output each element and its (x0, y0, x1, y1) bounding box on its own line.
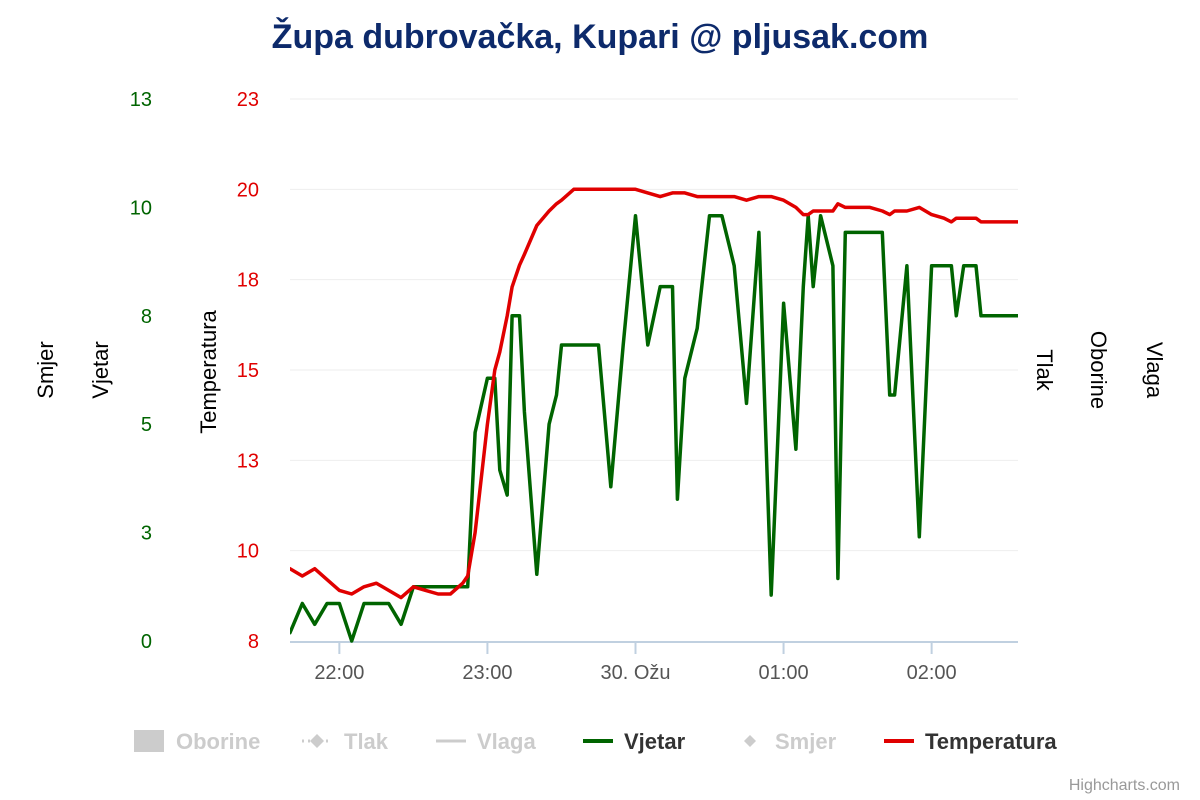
x-axis: 22:00 23:00 30. Ožu 01:00 02:00 (290, 641, 1018, 684)
chart-title: Župa dubrovačka, Kupari @ pljusak.com (272, 18, 929, 56)
x-tick-label: 22:00 (314, 662, 364, 684)
temperature-tick-label: 8 (248, 631, 259, 653)
wind-tick-label: 13 (130, 89, 152, 111)
temperature-tick-label: 10 (237, 541, 259, 563)
temperature-tick-label: 18 (237, 270, 259, 292)
temperature-tick-label: 13 (237, 450, 259, 472)
axis-title-vlaga: Vlaga (1142, 342, 1167, 399)
axis-title-smjer: Smjer (33, 341, 58, 398)
legend-label-vjetar: Vjetar (624, 729, 686, 754)
legend-label-vlaga: Vlaga (477, 729, 536, 754)
x-tick-label: 30. Ožu (600, 662, 670, 684)
wind-tick-label: 8 (141, 306, 152, 328)
legend-box-icon (134, 730, 164, 752)
legend-diamond-icon (744, 735, 756, 747)
temperature-tick-label: 20 (237, 179, 259, 201)
wind-tick-label: 3 (141, 523, 152, 545)
temperature-tick-label: 23 (237, 89, 259, 111)
legend-item-oborine[interactable]: Oborine (134, 729, 260, 754)
legend-diamond-icon (310, 734, 324, 748)
legend-label-smjer: Smjer (775, 729, 837, 754)
wind-tick-label: 5 (141, 414, 152, 436)
legend: Oborine Tlak Vlaga Vjetar Smjer Temperat… (134, 729, 1057, 754)
series-line-temperatura[interactable] (290, 187, 1018, 600)
x-tick-label: 02:00 (907, 662, 957, 684)
temperature-y-axis: 23 20 18 15 13 10 8 (237, 89, 259, 653)
axis-title-vjetar: Vjetar (88, 341, 113, 398)
legend-label-tlak: Tlak (344, 729, 389, 754)
credit-link[interactable]: Highcharts.com (1069, 777, 1180, 794)
legend-item-vjetar[interactable]: Vjetar (583, 729, 686, 754)
axis-title-tlak: Tlak (1032, 349, 1057, 392)
temperature-tick-label: 15 (237, 360, 259, 382)
legend-item-tlak[interactable]: Tlak (302, 729, 389, 754)
x-tick-label: 23:00 (462, 662, 512, 684)
x-tick-label: 01:00 (759, 662, 809, 684)
legend-item-vlaga[interactable]: Vlaga (436, 729, 536, 754)
axis-title-temperatura: Temperatura (196, 309, 221, 433)
legend-item-temperatura[interactable]: Temperatura (884, 729, 1057, 754)
grid-lines (290, 98, 1018, 552)
wind-y-axis: 13 10 8 5 3 0 (130, 89, 152, 653)
series-line-vjetar[interactable] (290, 213, 1018, 643)
legend-item-smjer[interactable]: Smjer (744, 729, 837, 754)
wind-tick-label: 10 (130, 197, 152, 219)
legend-label-oborine: Oborine (176, 729, 260, 754)
axis-title-oborine: Oborine (1086, 331, 1111, 409)
wind-tick-label: 0 (141, 631, 152, 653)
series-group (290, 187, 1018, 643)
legend-label-temperatura: Temperatura (925, 729, 1057, 754)
